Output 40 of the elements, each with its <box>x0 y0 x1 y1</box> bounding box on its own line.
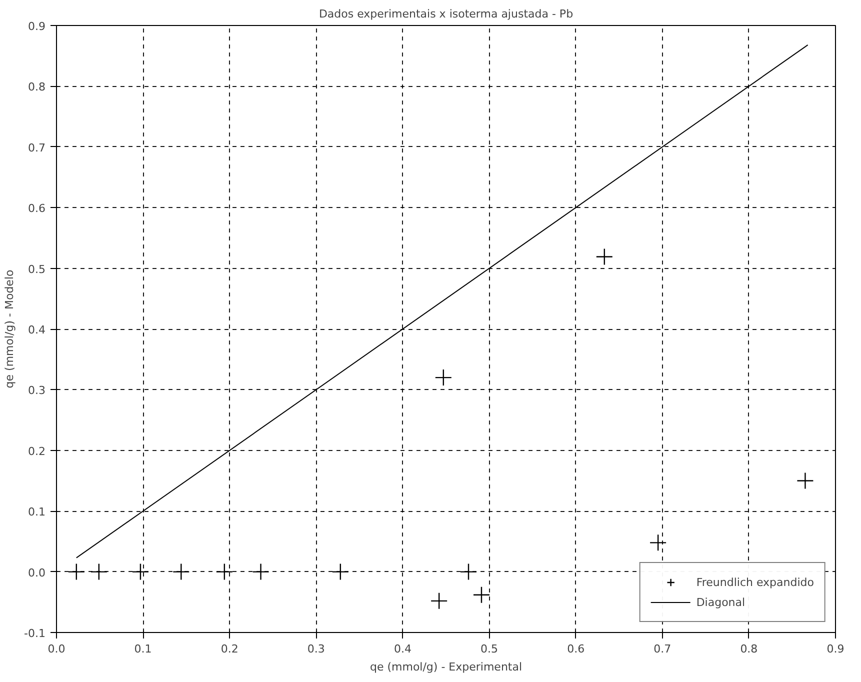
point <box>796 472 814 490</box>
point <box>430 592 448 610</box>
y-axis-title: qe (mmol/g) - Modelo <box>3 270 16 388</box>
x-tick-label: 0.2 <box>220 642 238 656</box>
legend-label: Diagonal <box>696 596 746 608</box>
x-tick-label: 0.0 <box>48 642 66 656</box>
point <box>472 586 490 604</box>
point <box>90 563 108 580</box>
point <box>596 248 613 266</box>
chart-title: Dados experimentais x isoterma ajustada - Pb <box>318 8 574 20</box>
x-tick-label: 0.1 <box>134 642 152 656</box>
x-tick-label: 0.8 <box>740 642 758 656</box>
point <box>252 563 270 580</box>
point <box>460 563 478 580</box>
y-tick-label: 0.8 <box>28 80 46 94</box>
x-tick-label: 0.5 <box>480 642 498 656</box>
point <box>649 534 667 552</box>
y-tick-label: 0.9 <box>28 20 46 33</box>
y-tick-label: -0.1 <box>24 627 46 640</box>
x-axis-title: qe (mmol/g) - Experimental <box>370 660 522 674</box>
x-tick-label: 0.7 <box>654 642 672 656</box>
y-tick-label: 0.2 <box>28 444 46 458</box>
x-tick-label: 0.3 <box>307 642 325 656</box>
x-tick-label: 0.4 <box>394 642 412 656</box>
legend-label: Freundlich expandido <box>696 576 814 588</box>
point <box>68 563 86 580</box>
y-tick-label: 0.5 <box>28 262 46 276</box>
x-tick-label: 0.9 <box>826 642 844 656</box>
point <box>332 563 349 580</box>
point <box>434 368 452 386</box>
point <box>216 563 234 580</box>
y-tick-label: 0.7 <box>28 141 46 154</box>
y-tick-label: 0.6 <box>28 202 46 216</box>
y-tick-label: 0.1 <box>28 506 46 519</box>
y-tick-label: 0.4 <box>28 324 46 336</box>
y-tick-label: 0.0 <box>28 566 46 580</box>
x-tick-label: 0.6 <box>567 642 585 656</box>
y-tick-label: 0.3 <box>28 384 46 398</box>
point <box>172 563 190 580</box>
point <box>132 563 150 580</box>
